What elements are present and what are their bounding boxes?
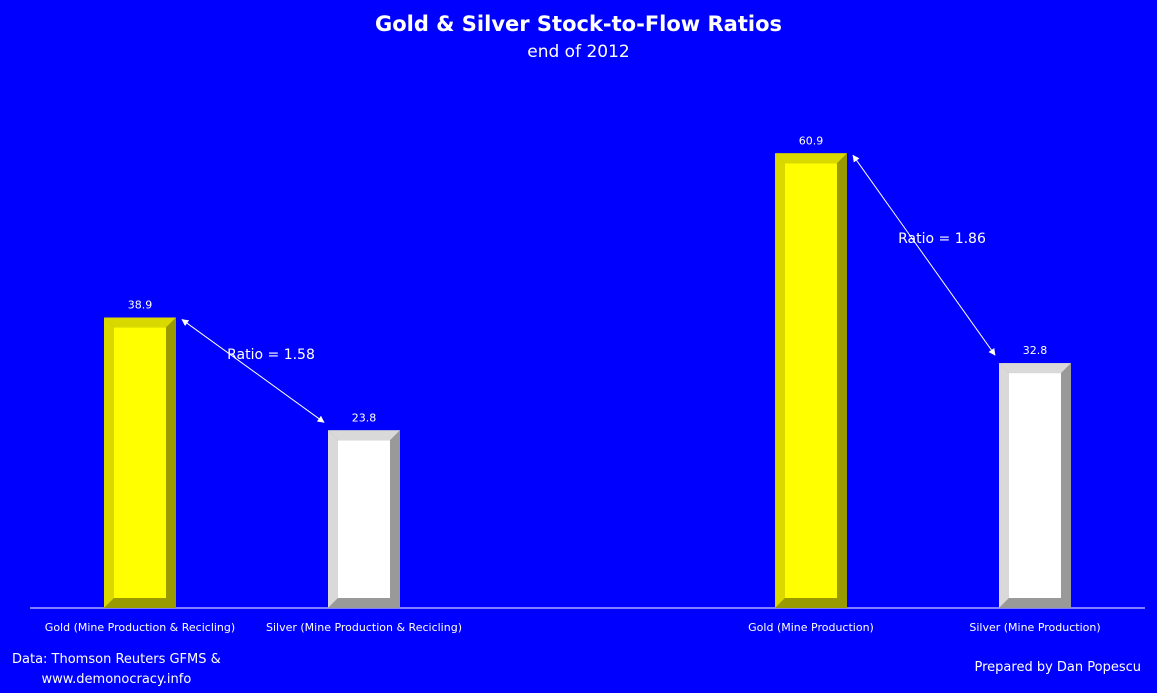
category-tick-label: Silver (Mine Production & Recicling) [266, 621, 462, 634]
ratio-arrow [181, 319, 325, 423]
ratio-annotation: Ratio = 1.86 [898, 231, 986, 247]
bar [328, 430, 400, 608]
bar-value-label: 23.8 [352, 411, 377, 424]
bar [999, 363, 1071, 608]
data-source-line1: Data: Thomson Reuters GFMS & [12, 652, 221, 667]
bar-value-label: 32.8 [1023, 344, 1048, 357]
ratio-annotation: Ratio = 1.58 [227, 347, 315, 363]
bar [775, 153, 847, 608]
data-source-note: Data: Thomson Reuters GFMS & www.demonoc… [12, 650, 221, 690]
bar-value-label: 60.9 [799, 134, 824, 147]
bar-value-label: 38.9 [128, 299, 153, 312]
category-tick-label: Gold (Mine Production & Recicling) [45, 621, 235, 634]
category-tick-label: Gold (Mine Production) [748, 621, 874, 634]
category-tick-label: Silver (Mine Production) [969, 621, 1100, 634]
ratio-arrow [852, 154, 996, 356]
bar [104, 317, 176, 608]
chart-subtitle: end of 2012 [527, 42, 630, 62]
prepared-by-credit: Prepared by Dan Popescu [974, 660, 1142, 675]
data-source-line2: www.demonocracy.info [41, 672, 192, 687]
chart-title: Gold & Silver Stock-to-Flow Ratios [374, 12, 783, 36]
